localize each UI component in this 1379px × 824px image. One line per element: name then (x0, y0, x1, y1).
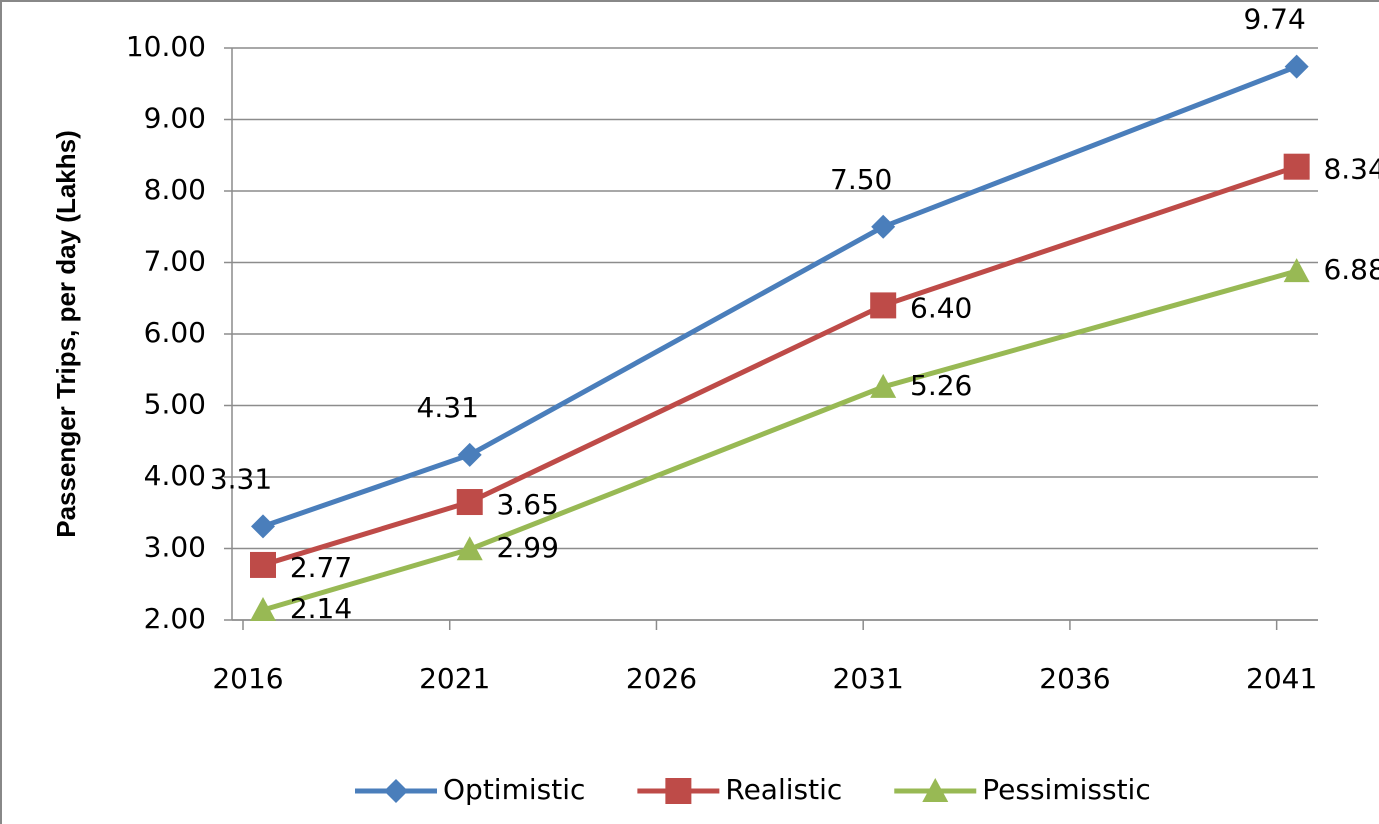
y-tick-label: 3.00 (144, 531, 206, 564)
marker (456, 489, 483, 516)
y-tick-label: 9.00 (144, 102, 206, 135)
marker (457, 442, 482, 467)
y-axis-label: Passenger Trips, per day (Lakhs) (51, 130, 81, 538)
y-tick-label: 6.00 (144, 316, 206, 349)
data-label: 6.40 (910, 291, 972, 324)
data-label: 7.50 (830, 163, 892, 196)
x-tick-label: 2026 (626, 662, 697, 695)
marker (1284, 54, 1309, 79)
y-tick-label: 2.00 (144, 602, 206, 635)
series-line (262, 164, 1298, 568)
series-line (262, 268, 1298, 613)
marker (250, 551, 276, 578)
marker (251, 514, 275, 539)
data-label: 9.74 (1243, 3, 1305, 36)
legend-label: Optimistic (443, 773, 585, 806)
y-tick-label: 10.00 (126, 30, 206, 63)
x-tick-label: 2036 (1039, 662, 1110, 695)
legend-label: Realistic (725, 773, 842, 806)
marker (870, 373, 897, 398)
marker (1283, 153, 1310, 180)
y-tick-label: 5.00 (144, 388, 206, 421)
data-label: 3.65 (497, 488, 559, 521)
marker (1283, 258, 1310, 283)
x-tick-label: 2021 (419, 662, 490, 695)
data-label: 8.34 (1323, 153, 1379, 186)
data-label: 6.88 (1323, 253, 1379, 286)
series-line (262, 64, 1298, 529)
marker (922, 778, 949, 802)
marker (870, 292, 897, 319)
data-label: 4.31 (417, 391, 479, 424)
marker (665, 778, 692, 804)
y-tick-label: 8.00 (144, 173, 206, 206)
y-tick-label: 7.00 (144, 245, 206, 278)
marker (871, 214, 896, 239)
x-tick-label: 2031 (833, 662, 904, 695)
legend-label: Pessimisstic (982, 773, 1150, 806)
data-label: 3.31 (210, 462, 272, 495)
x-tick-label: 2041 (1246, 662, 1317, 695)
x-tick-label: 2016 (212, 662, 283, 695)
data-label: 5.26 (910, 369, 972, 402)
y-tick-label: 4.00 (144, 459, 206, 492)
marker (384, 779, 408, 803)
marker (456, 536, 483, 561)
data-label: 2.14 (290, 592, 352, 625)
data-label: 2.77 (290, 551, 352, 584)
data-label: 2.99 (497, 531, 559, 564)
marker (250, 596, 276, 621)
